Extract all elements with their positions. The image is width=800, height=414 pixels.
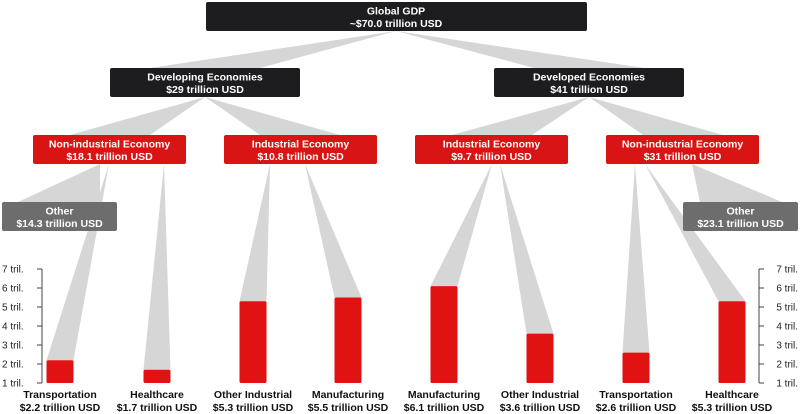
bar-value-label: $6.1 trillion USD bbox=[404, 402, 485, 414]
y-tick-label: 7 tril. bbox=[776, 265, 798, 276]
category-label: Transportation bbox=[23, 389, 97, 401]
y-tick-label: 2 tril. bbox=[2, 360, 24, 371]
sector-node-title: Industrial Economy bbox=[252, 139, 350, 151]
sector-node-box bbox=[33, 135, 186, 164]
bar bbox=[143, 369, 171, 383]
economy-node-developed: Developed Economies $41 trillion USD bbox=[494, 68, 684, 97]
bar bbox=[526, 333, 554, 383]
economy-node-title: Developing Economies bbox=[147, 72, 263, 84]
bar-value-label: $5.3 trillion USD bbox=[213, 402, 294, 414]
y-tick-label: 2 tril. bbox=[776, 360, 798, 371]
y-tick-label: 6 tril. bbox=[776, 284, 798, 295]
sector-node-developed-industrial: Industrial Economy $9.7 trillion USD bbox=[415, 135, 568, 164]
category-label: Healthcare bbox=[130, 389, 184, 401]
sector-node-value: $9.7 trillion USD bbox=[451, 151, 532, 163]
bar bbox=[622, 352, 650, 383]
sector-node-box bbox=[224, 135, 377, 164]
bar bbox=[430, 286, 458, 383]
connector-beam bbox=[500, 164, 554, 334]
connector-beam bbox=[430, 164, 492, 287]
sector-node-title: Non-industrial Economy bbox=[49, 139, 171, 151]
y-tick-label: 1 tril. bbox=[776, 379, 798, 390]
sector-node-box bbox=[415, 135, 568, 164]
y-tick-label: 4 tril. bbox=[776, 322, 798, 333]
connector-beam bbox=[18, 164, 100, 202]
connector-beam bbox=[692, 164, 782, 202]
sector-node-box bbox=[606, 135, 759, 164]
sector-node-title: Non-industrial Economy bbox=[622, 139, 744, 151]
sector-node-value: $31 trillion USD bbox=[644, 151, 722, 163]
category-labels: Transportation$2.2 trillion USDHealthcar… bbox=[20, 389, 773, 414]
sector-node-title: Industrial Economy bbox=[443, 139, 541, 151]
other-node-developing: Other $14.3 trillion USD bbox=[2, 202, 117, 231]
other-node-box bbox=[2, 202, 117, 231]
economy-node-title: Developed Economies bbox=[533, 72, 645, 84]
y-tick-label: 6 tril. bbox=[2, 284, 24, 295]
connector-beam bbox=[205, 97, 340, 135]
connector-beam bbox=[70, 97, 205, 135]
connector-beam bbox=[150, 31, 396, 68]
connector-beam bbox=[589, 97, 723, 135]
category-label: Transportation bbox=[599, 389, 673, 401]
connector-beams bbox=[18, 31, 782, 370]
category-label: Other Industrial bbox=[214, 389, 292, 401]
y-tick-label: 4 tril. bbox=[2, 322, 24, 333]
connector-beam bbox=[645, 164, 746, 302]
sector-node-developing-industrial: Industrial Economy $10.8 trillion USD bbox=[224, 135, 377, 164]
bar-series bbox=[46, 286, 746, 383]
root-node-value: ~$70.0 trillion USD bbox=[350, 18, 443, 30]
y-tick-label: 5 tril. bbox=[2, 303, 24, 314]
connector-beam bbox=[239, 164, 270, 302]
root-node: Global GDP ~$70.0 trillion USD bbox=[206, 2, 587, 31]
other-node-title: Other bbox=[45, 206, 73, 218]
bar-value-label: $3.6 trillion USD bbox=[500, 402, 581, 414]
economy-node-box bbox=[110, 68, 300, 97]
economy-node-box bbox=[494, 68, 684, 97]
bar-value-label: $1.7 trillion USD bbox=[117, 402, 198, 414]
connector-beam bbox=[396, 31, 644, 68]
category-label: Healthcare bbox=[705, 389, 759, 401]
root-node-title: Global GDP bbox=[367, 6, 425, 18]
bar bbox=[46, 360, 74, 383]
category-label: Manufacturing bbox=[408, 389, 480, 401]
sector-node-value: $10.8 trillion USD bbox=[257, 151, 344, 163]
connector-beam bbox=[305, 164, 362, 298]
other-node-title: Other bbox=[726, 206, 754, 218]
category-label: Other Industrial bbox=[501, 389, 579, 401]
y-tick-label: 5 tril. bbox=[776, 303, 798, 314]
economy-node-value: $41 trillion USD bbox=[550, 84, 628, 96]
economy-node-value: $29 trillion USD bbox=[166, 84, 244, 96]
bar-value-label: $2.2 trillion USD bbox=[20, 402, 101, 414]
y-tick-label: 7 tril. bbox=[2, 265, 24, 276]
connector-beam bbox=[622, 164, 650, 353]
connector-beam bbox=[143, 164, 171, 370]
economy-node-developing: Developing Economies $29 trillion USD bbox=[110, 68, 300, 97]
category-label: Manufacturing bbox=[312, 389, 384, 401]
y-tick-label: 3 tril. bbox=[776, 341, 798, 352]
root-node-box bbox=[206, 2, 587, 31]
other-node-value: $14.3 trillion USD bbox=[16, 218, 103, 230]
bar-value-label: $5.5 trillion USD bbox=[308, 402, 389, 414]
bar bbox=[334, 297, 362, 383]
y-tick-label: 1 tril. bbox=[2, 379, 24, 390]
other-node-value: $23.1 trillion USD bbox=[697, 218, 784, 230]
bar-value-label: $2.6 trillion USD bbox=[596, 402, 677, 414]
connector-beam bbox=[452, 97, 589, 135]
sector-node-developed-nonindustrial: Non-industrial Economy $31 trillion USD bbox=[606, 135, 759, 164]
y-axis-right: 1 tril. 2 tril. 3 tril. 4 tril. 5 tril. 6 tri… bbox=[758, 265, 798, 390]
bar bbox=[718, 301, 746, 383]
bar bbox=[239, 301, 267, 383]
sector-node-developing-nonindustrial: Non-industrial Economy $18.1 trillion US… bbox=[33, 135, 186, 164]
bar-value-label: $5.3 trillion USD bbox=[692, 402, 773, 414]
y-axis-left: 1 tril. 2 tril. 3 tril. 4 tril. 5 tril. 6 tri… bbox=[2, 265, 43, 390]
other-node-developed: Other $23.1 trillion USD bbox=[683, 202, 798, 231]
other-node-box bbox=[683, 202, 798, 231]
y-tick-label: 3 tril. bbox=[2, 341, 24, 352]
sector-node-value: $18.1 trillion USD bbox=[66, 151, 153, 163]
